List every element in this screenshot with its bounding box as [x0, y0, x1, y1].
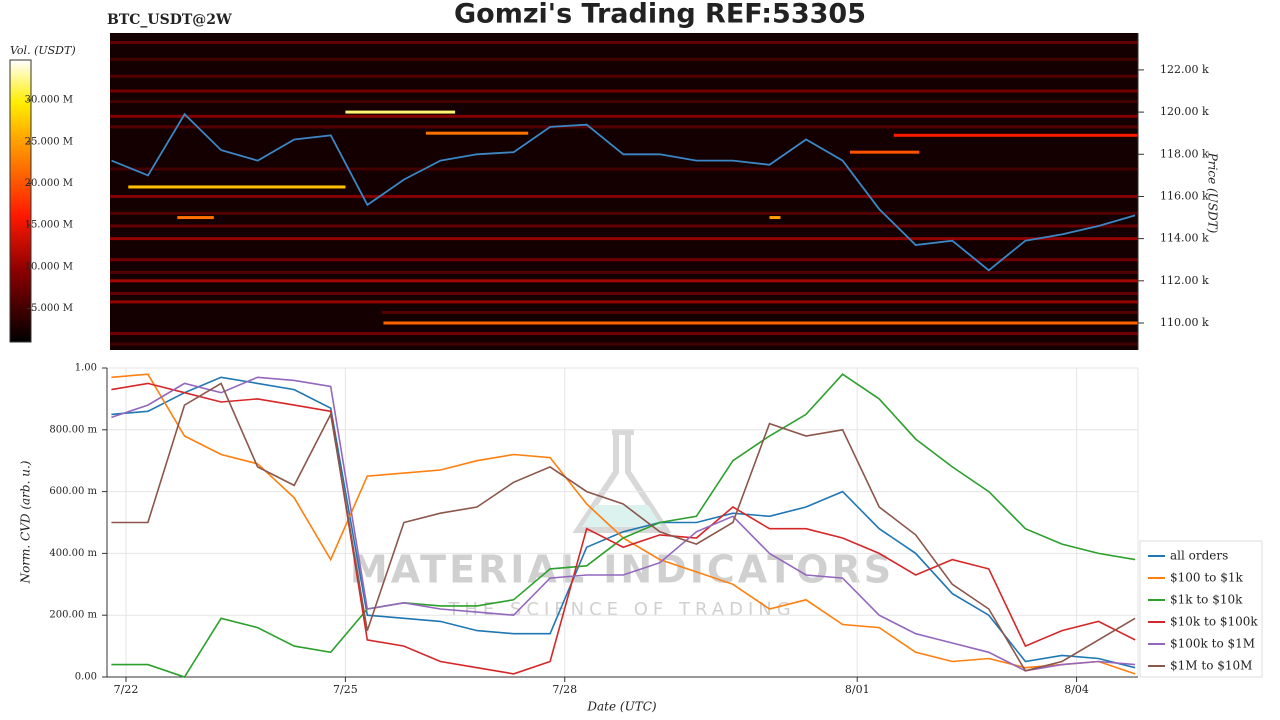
heatmap-cell [345, 110, 456, 114]
legend-label: $10k to $100k [1170, 615, 1258, 629]
legend-label: $100 to $1k [1170, 571, 1243, 585]
y-tick-label: 114.00 k [1160, 232, 1209, 245]
heatmap-cell [110, 342, 1138, 346]
heatmap-cell [893, 133, 1138, 137]
colorbar-tick-label: 5.000 M [31, 303, 73, 314]
y-tick-label: 600.00 m [49, 486, 97, 497]
y-axis-label: Price (USDT) [1206, 152, 1220, 234]
legend-label: $100k to $1M [1170, 637, 1255, 651]
chart-title: BTC_USDT@2W [107, 12, 232, 28]
heatmap-cell [110, 270, 1138, 274]
heatmap-cell [128, 185, 346, 189]
series-line [111, 376, 1136, 669]
plot-background [106, 367, 1139, 678]
y-tick-label: 200.00 m [49, 610, 97, 621]
heatmap-cell [110, 300, 1138, 304]
colorbar-tick-label: 20.000 M [25, 178, 73, 189]
heatmap-cell [110, 167, 1138, 171]
heatmap-cell [110, 279, 1138, 283]
colorbar-tick-label: 25.000 M [25, 136, 73, 147]
heatmap-cell [110, 100, 1138, 104]
legend-label: $1k to $10k [1170, 593, 1243, 607]
heatmap-cell [110, 258, 1138, 262]
x-tick-label: 8/01 [845, 683, 870, 696]
y-axis-label: Norm. CVD (arb. u.) [19, 460, 33, 584]
y-tick-label: 118.00 k [1160, 147, 1209, 160]
heatmap-cell [425, 131, 529, 135]
heatmap-cell [383, 321, 1138, 325]
heatmap-cell [110, 224, 1138, 228]
heatmap-background [110, 33, 1138, 350]
heatmap-cell [177, 216, 214, 220]
watermark-logo [572, 429, 672, 533]
heatmap-cell [110, 57, 1138, 61]
legend-box [1139, 540, 1263, 678]
colorbar-tick-label: 30.000 M [25, 95, 73, 106]
x-tick-label: 7/28 [552, 683, 577, 696]
y-tick-label: 1.00 [75, 363, 97, 374]
legend-label: $1M to $10M [1170, 659, 1252, 673]
heatmap-cell [849, 150, 920, 154]
x-tick-label: 7/22 [114, 683, 139, 696]
heatmap-cell [110, 114, 1138, 118]
heatmap-cell [381, 310, 1138, 314]
heatmap-cell [110, 237, 1138, 241]
colorbar-tick-label: 10.000 M [25, 261, 73, 272]
heatmap-cell [110, 194, 1138, 198]
series-line [111, 373, 1136, 678]
x-tick-label: 7/25 [333, 683, 358, 696]
heatmap-cell [110, 89, 1138, 93]
y-tick-label: 116.00 k [1160, 189, 1209, 202]
heatmap-cell [110, 332, 1138, 336]
colorbar-label: Vol. (USDT) [10, 44, 76, 57]
price-line [111, 112, 1136, 272]
heatmap-cell [769, 216, 781, 220]
y-tick-label: 0.00 [75, 672, 97, 683]
y-tick-label: 122.00 k [1160, 63, 1209, 76]
colorbar-tick-label: 15.000 M [25, 220, 73, 231]
x-tick-label: 8/04 [1064, 683, 1089, 696]
series-line [111, 382, 1136, 675]
y-tick-label: 112.00 k [1160, 274, 1209, 287]
legend-label: all orders [1170, 549, 1228, 563]
series-line [111, 382, 1136, 672]
colorbar [9, 59, 32, 343]
heatmap-cell [110, 211, 1138, 215]
y-tick-label: 110.00 k [1160, 316, 1209, 329]
heatmap-cell [110, 74, 1138, 78]
y-tick-label: 120.00 k [1160, 105, 1209, 118]
series-line [111, 376, 1136, 672]
heatmap-cell [110, 40, 1138, 44]
heatmap-cell [110, 291, 1138, 295]
x-axis-label: Date (UTC) [586, 700, 656, 714]
page-title: Gomzi's Trading REF:53305 [454, 0, 866, 30]
y-tick-label: 800.00 m [49, 424, 97, 435]
watermark: MATERIAL INDICATORS [350, 548, 894, 592]
heatmap-cell [110, 125, 1138, 129]
y-tick-label: 400.00 m [49, 548, 97, 559]
